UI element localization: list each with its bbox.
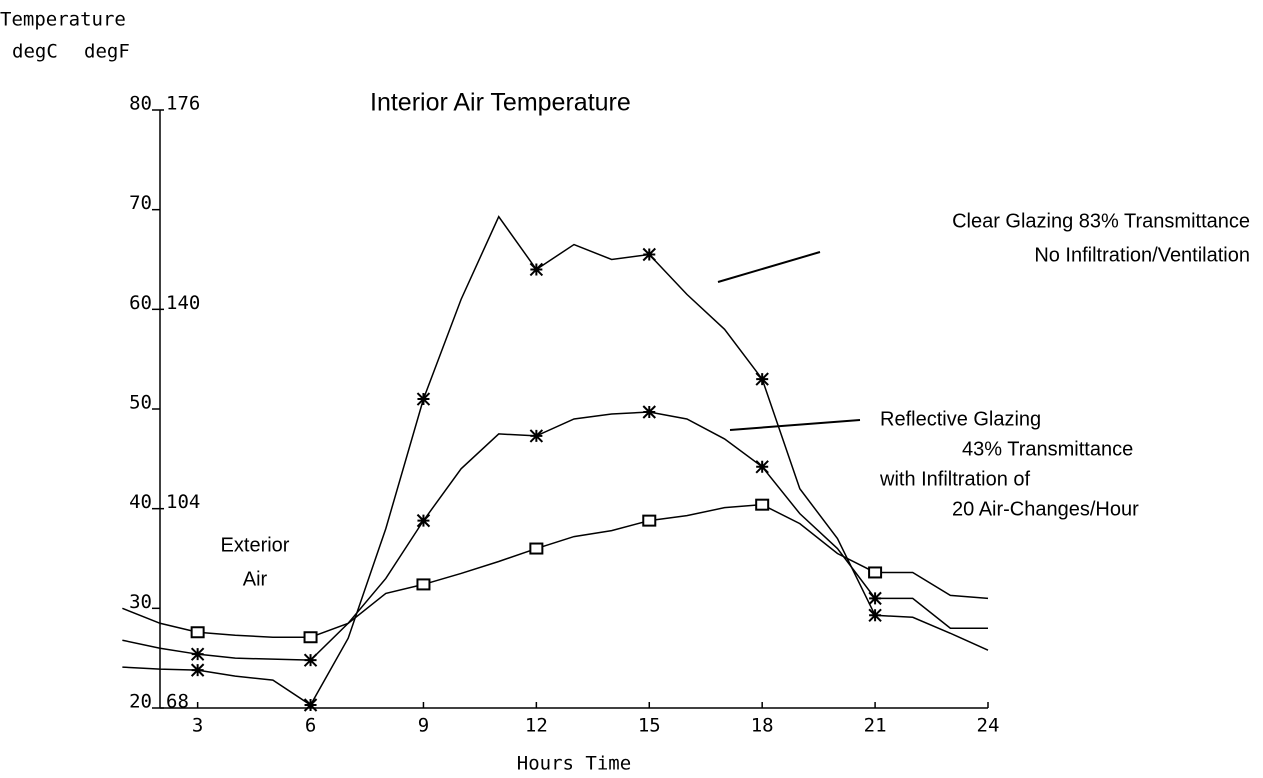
x-tick-label: 6 (305, 715, 316, 737)
star-marker (755, 460, 769, 474)
square-marker (642, 514, 657, 527)
x-tick-label: 9 (418, 715, 429, 737)
annotation: Reflective Glazing (880, 408, 1041, 430)
star-marker (190, 663, 205, 677)
y-tick-label: 50 (129, 392, 152, 414)
star-marker (529, 429, 544, 443)
y-tick-label: 60 (129, 292, 152, 314)
annotation: Exterior (221, 534, 290, 556)
y-tick-label: 20 (129, 691, 152, 713)
square-marker (868, 566, 883, 579)
y-tick-label: 80 (129, 93, 152, 115)
x-tick-label: 18 (751, 715, 774, 737)
annotation: with Infiltration of (879, 468, 1031, 490)
star-marker (868, 591, 882, 606)
series-line (122, 503, 989, 638)
y2-tick-label: 176 (166, 93, 200, 115)
annotation: No Infiltration/Ventilation (1034, 244, 1250, 266)
y2-tick-label: 140 (166, 292, 200, 314)
square-marker (529, 542, 544, 555)
star-marker (868, 608, 882, 623)
leader-line (729, 419, 861, 431)
leader-line (717, 251, 821, 283)
series-line (122, 215, 989, 707)
chart-title: Interior Air Temperature (370, 89, 631, 117)
x-tick-label: 24 (977, 715, 1000, 737)
square-marker (190, 626, 205, 639)
star-marker (416, 392, 431, 406)
star-marker (642, 405, 656, 419)
star-marker (416, 513, 431, 528)
x-tick-label: 3 (192, 715, 203, 737)
x-tick-label: 21 (864, 715, 887, 737)
square-marker (303, 631, 318, 644)
x-tick-label: 12 (525, 715, 548, 737)
y-unit: degC (12, 41, 58, 63)
x-axis-label: Hours Time (517, 753, 631, 775)
star-marker (755, 372, 769, 386)
annotation: 20 Air-Changes/Hour (952, 498, 1139, 520)
y2-unit: degF (84, 41, 130, 63)
annotation: 43% Transmittance (962, 438, 1133, 460)
y-tick-label: 40 (129, 491, 152, 513)
star-marker (303, 653, 318, 667)
star-marker (190, 647, 205, 661)
square-marker (416, 578, 431, 591)
y-axis-title: Temperature (0, 9, 126, 31)
star-marker (303, 698, 318, 712)
y2-tick-label: 68 (166, 691, 189, 713)
annotation: Air (243, 568, 268, 590)
square-marker (755, 498, 770, 511)
annotation: Clear Glazing 83% Transmittance (952, 210, 1250, 232)
star-marker (642, 247, 656, 262)
star-marker (529, 262, 544, 277)
y-tick-label: 30 (129, 591, 152, 613)
y-tick-label: 70 (129, 192, 152, 214)
y2-tick-label: 104 (166, 491, 200, 513)
x-tick-label: 15 (638, 715, 661, 737)
